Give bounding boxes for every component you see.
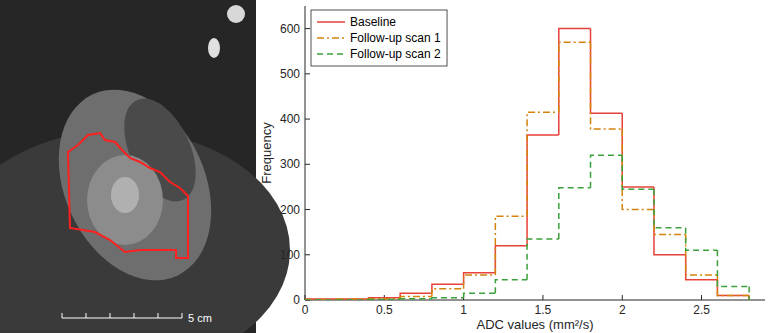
series [305, 29, 749, 300]
scale-tick [182, 313, 183, 318]
x-tick-label: 2.5 [693, 303, 710, 317]
histogram-bin [368, 299, 400, 300]
axes: 0 0.5 1 1.5 2 2.5 0 100 200 300 400 500 600 [280, 6, 765, 317]
legend-swatch [317, 21, 345, 23]
plot-data [305, 29, 749, 300]
histogram-bin [432, 297, 464, 299]
x-tick-label: 1.5 [535, 303, 552, 317]
y-tick-label: 100 [280, 248, 300, 262]
histogram-bin [527, 112, 559, 216]
histogram-bin [559, 188, 591, 239]
x-tick [622, 295, 623, 300]
legend-label: Follow-up scan 2 [350, 47, 441, 61]
legend-swatch [317, 37, 345, 39]
histogram-bin [654, 189, 686, 227]
y-tick-label: 0 [293, 293, 300, 307]
bright-spot [227, 5, 245, 23]
histogram-bin [305, 299, 337, 300]
histogram-bin [464, 275, 496, 289]
legend-box [311, 10, 447, 66]
y-tick [305, 164, 310, 165]
legend-label: Follow-up scan 1 [350, 31, 441, 45]
scale-tick [158, 313, 159, 318]
y-tick [305, 28, 310, 29]
histogram-bin [368, 298, 400, 299]
histogram-bin [495, 280, 527, 294]
histogram-bin [400, 293, 432, 298]
histogram-bin [337, 298, 369, 300]
x-tick-label: 0.5 [376, 303, 393, 317]
histogram-bin [654, 210, 686, 235]
x-tick-label: 1 [460, 303, 467, 317]
histogram-bin [464, 293, 496, 298]
kidney [29, 65, 240, 305]
scale-tick [62, 313, 63, 318]
histogram-bin [400, 298, 432, 300]
roi-contour [68, 133, 188, 258]
y-tick [305, 119, 310, 120]
y-axis-title: Frequency [259, 122, 274, 184]
bright-core [111, 177, 139, 213]
y-axis [305, 6, 306, 300]
histogram-bin [591, 155, 623, 188]
y-tick [305, 73, 310, 74]
histogram-bin [591, 29, 623, 114]
legend-label: Baseline [350, 15, 396, 29]
histogram-bin [591, 42, 623, 129]
scale-label: 5 cm [188, 312, 212, 324]
histogram-bin [527, 239, 559, 280]
histogram-bin [305, 299, 337, 300]
x-tick-label: 2 [619, 303, 626, 317]
bright-spot [208, 38, 220, 58]
y-tick-label: 600 [280, 22, 300, 36]
histogram-bin [337, 299, 369, 300]
scale-tick [86, 313, 87, 318]
histogram-bin [622, 155, 654, 189]
legend-swatch [317, 53, 345, 55]
histogram-bin [622, 129, 654, 210]
histogram-bin [686, 228, 718, 251]
histogram-bin [305, 298, 337, 300]
histogram-bin [686, 234, 718, 275]
y-tick [305, 254, 310, 255]
histogram-bin [432, 289, 464, 297]
histogram-bin [495, 216, 527, 275]
x-tick [542, 295, 543, 300]
y-tick-label: 400 [280, 112, 300, 126]
series [305, 155, 749, 300]
histogram-bin [495, 246, 527, 273]
histogram-bin [559, 29, 591, 135]
legend: Baseline Follow-up scan 1 Follow-up scan 2 [311, 10, 447, 66]
histogram-bin [527, 135, 559, 246]
scale-tick [110, 313, 111, 318]
histogram-bin [686, 255, 718, 280]
scale-tick [134, 313, 135, 318]
histogram-bin [400, 296, 432, 298]
y-tick-label: 200 [280, 203, 300, 217]
x-tick-label: 0 [302, 303, 309, 317]
histogram-bin [622, 113, 654, 187]
y-tick-label: 300 [280, 157, 300, 171]
y-tick-label: 500 [280, 67, 300, 81]
mri-image: 5 cm [0, 0, 290, 333]
histogram-bin [717, 275, 749, 295]
figure: 5 cm 0 0.5 1 1.5 2 2.5 0 100 200 300 400 500 600 ADC v… [0, 0, 773, 333]
scale-bar [62, 318, 182, 319]
x-axis-title: ADC values (mm²/s) [476, 317, 593, 332]
histogram-bin [559, 42, 591, 112]
histogram-bin [337, 298, 369, 300]
histogram-bin [368, 298, 400, 300]
y-tick [305, 209, 310, 210]
histogram-bin [717, 250, 749, 286]
x-axis [305, 300, 765, 301]
histogram-bin [654, 187, 686, 255]
series [305, 42, 749, 300]
histogram-bin [717, 280, 749, 296]
histogram-bin-end [748, 286, 750, 300]
x-tick [701, 295, 702, 300]
